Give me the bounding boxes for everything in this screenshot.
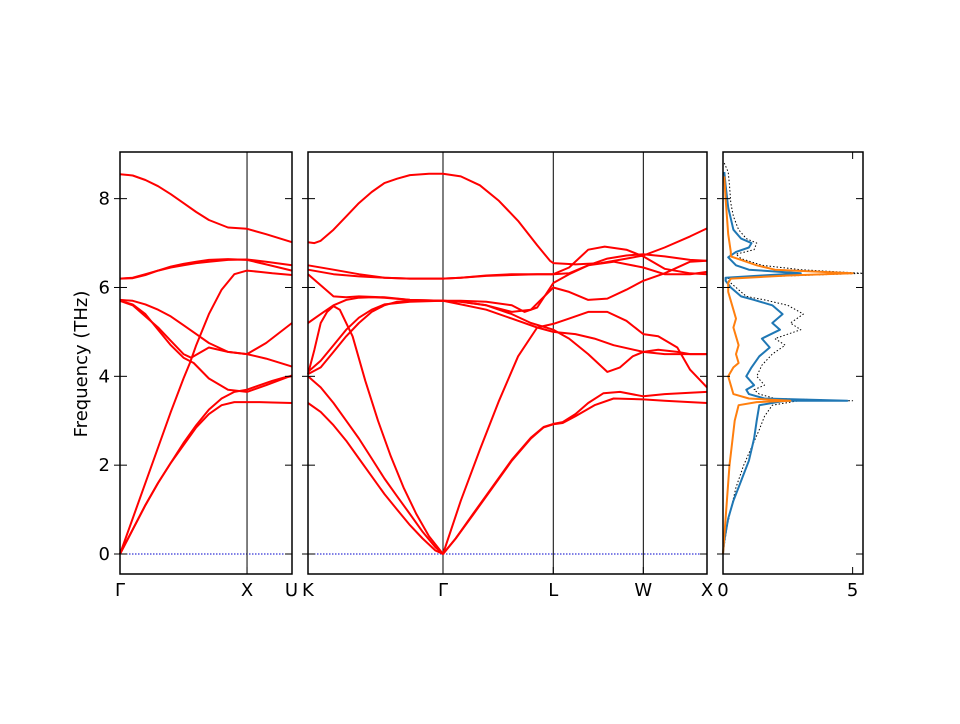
phonon-band-4 xyxy=(307,299,707,373)
x-tick-label: 5 xyxy=(847,580,858,601)
phonon-band-6 xyxy=(307,253,708,313)
x-tick-label: 0 xyxy=(717,580,728,601)
x-tick-label: L xyxy=(548,580,558,601)
x-tick-label: K xyxy=(302,580,315,601)
y-axis-label: Frequency (THz) xyxy=(71,291,92,438)
dos-curve-0 xyxy=(722,162,864,555)
panel-frame xyxy=(307,151,708,575)
x-tick-label: X xyxy=(701,580,713,601)
phonon-band-7 xyxy=(119,258,293,280)
phonon-band-0 xyxy=(307,397,708,555)
y-tick-label: 8 xyxy=(99,189,110,210)
y-tick-label: 0 xyxy=(99,544,110,565)
phonon-band-4 xyxy=(119,299,293,359)
dos-curve-1 xyxy=(722,171,849,555)
phonon-band-5 xyxy=(307,259,708,324)
y-tick-label: 4 xyxy=(99,366,110,387)
x-tick-label: X xyxy=(241,580,253,601)
x-tick-label: Γ xyxy=(115,580,125,601)
panel-frame xyxy=(722,151,864,575)
y-tick-label: 2 xyxy=(99,455,110,476)
x-tick-label: Γ xyxy=(438,580,448,601)
phonon-band-2 xyxy=(119,269,293,555)
panel-frame xyxy=(119,151,293,575)
x-tick-label: U xyxy=(285,580,298,601)
phonon-band-9 xyxy=(307,172,708,266)
dos-curve-2 xyxy=(722,176,854,555)
x-tick-label: W xyxy=(634,580,652,601)
phonon-band-2 xyxy=(307,305,708,555)
panel-0: Γ X U 0 2 4 6 8 xyxy=(99,151,298,601)
phonon-band-8 xyxy=(307,245,708,280)
phonon-band-5 xyxy=(119,298,293,368)
phonon-band-3 xyxy=(119,299,293,393)
y-tick-label: 6 xyxy=(99,277,110,298)
phonon-band-8 xyxy=(119,173,293,244)
phonon-band-1 xyxy=(119,401,293,555)
phonon-band-1 xyxy=(307,375,708,555)
